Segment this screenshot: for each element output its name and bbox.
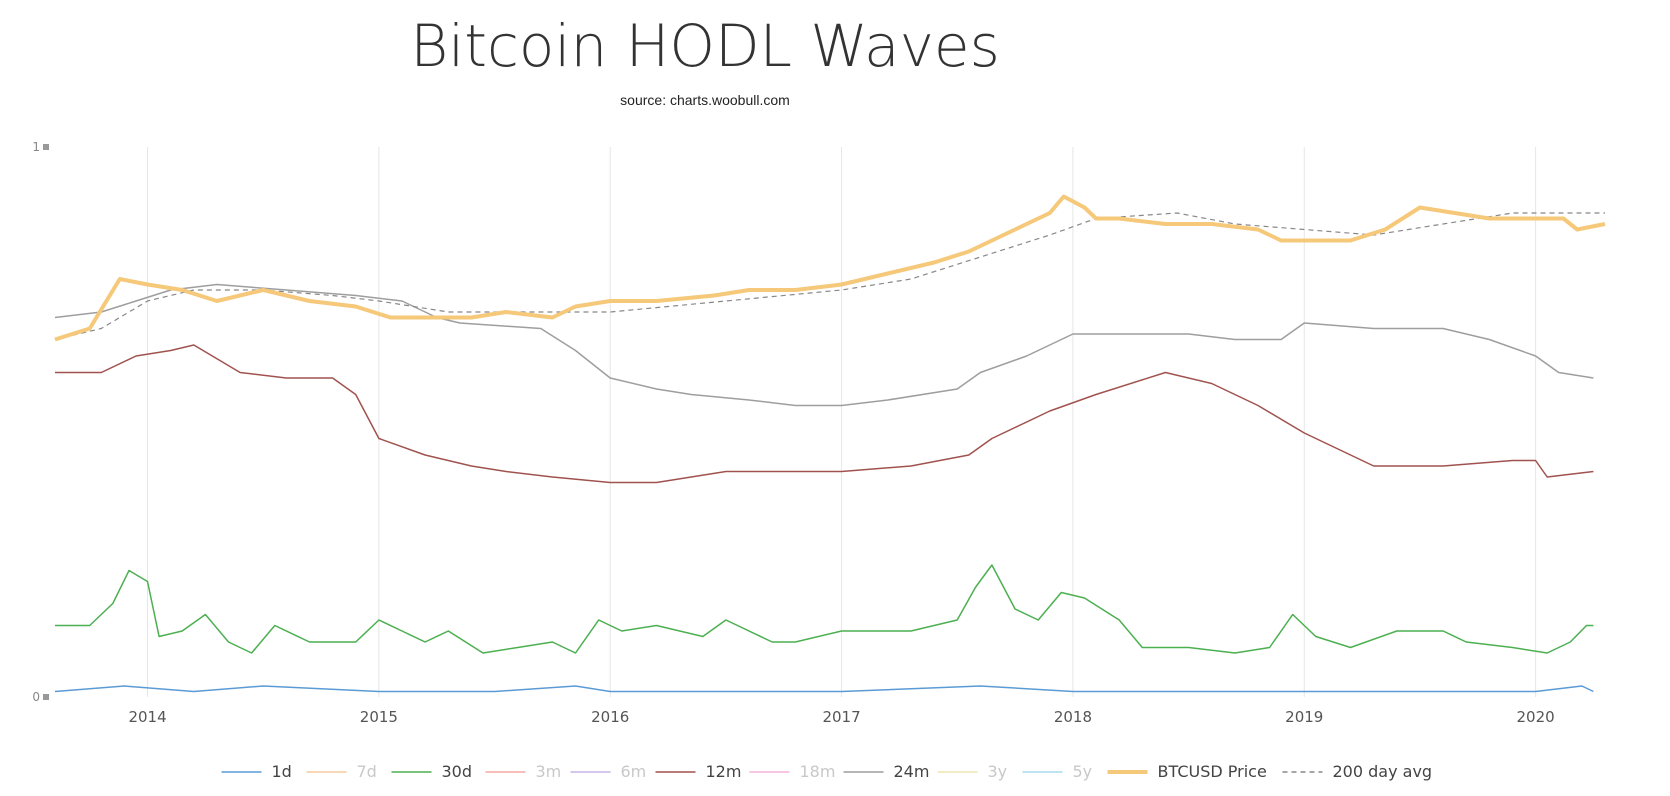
x-tick-label: 2019 — [1285, 708, 1323, 726]
series-lines — [54, 194, 1606, 693]
legend-item-7d[interactable]: 7d — [357, 762, 377, 781]
series-line-24m — [54, 283, 1594, 407]
legend-item-3m[interactable]: 3m — [536, 762, 562, 781]
legend-item-5y[interactable]: 5y — [1073, 762, 1093, 781]
series-line-1d — [54, 685, 1594, 693]
grid-lines — [147, 147, 1537, 697]
x-tick-label: 2015 — [360, 708, 398, 726]
legend-item-18m[interactable]: 18m — [800, 762, 836, 781]
legend: 1d 7d 30d 3m 6m 12m 18m 24m 3y 5y BTCUSD Price 200 … — [221, 762, 1433, 781]
series-line-30d — [55, 564, 1594, 654]
chart-title: Bitcoin HODL Waves — [410, 12, 1000, 80]
x-tick-label: 2017 — [822, 708, 860, 726]
legend-item-1d[interactable]: 1d — [272, 762, 292, 781]
x-tick-label: 2016 — [591, 708, 629, 726]
y-tick-marker — [43, 144, 49, 150]
legend-item-price[interactable]: BTCUSD Price — [1158, 762, 1267, 781]
y-tick-label: 1 — [32, 140, 40, 154]
legend-item-12m[interactable]: 12m — [706, 762, 742, 781]
axes: 2014 2015 2016 2017 2018 2019 2020 0 1 — [32, 140, 1554, 726]
legend-item-6m[interactable]: 6m — [621, 762, 647, 781]
legend-item-24m[interactable]: 24m — [894, 762, 930, 781]
series-line-12m — [55, 344, 1594, 484]
x-tick-label: 2014 — [128, 708, 166, 726]
legend-item-avg[interactable]: 200 day avg — [1333, 762, 1433, 781]
x-tick-label: 2018 — [1054, 708, 1092, 726]
legend-item-3y[interactable]: 3y — [988, 762, 1008, 781]
series-line-avg — [54, 212, 1605, 341]
legend-item-30d[interactable]: 30d — [442, 762, 473, 781]
y-tick-label: 0 — [32, 690, 40, 704]
y-tick-marker — [43, 694, 49, 700]
chart-subtitle: source: charts.woobull.com — [620, 92, 790, 108]
x-tick-label: 2020 — [1517, 708, 1555, 726]
series-line-price — [54, 194, 1606, 342]
